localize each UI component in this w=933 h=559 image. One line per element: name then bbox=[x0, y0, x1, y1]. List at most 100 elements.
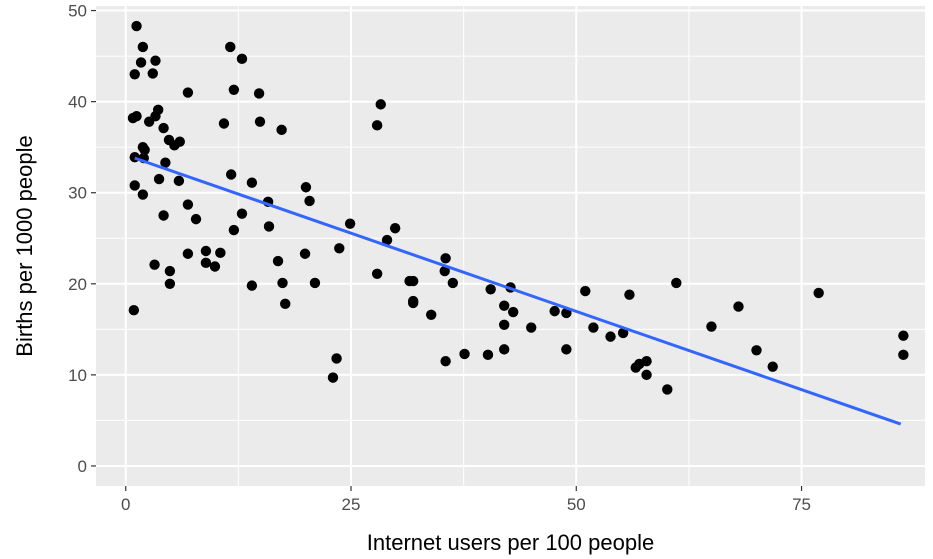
data-point bbox=[624, 289, 635, 300]
data-point bbox=[280, 298, 291, 310]
data-point bbox=[263, 221, 275, 232]
data-point bbox=[246, 177, 258, 188]
data-point bbox=[381, 234, 393, 246]
data-point bbox=[209, 261, 221, 272]
data-point bbox=[128, 305, 140, 316]
data-point bbox=[272, 255, 284, 267]
data-point bbox=[139, 144, 150, 156]
y-tick-label: 10 bbox=[68, 366, 87, 385]
data-point bbox=[327, 372, 339, 383]
data-point bbox=[439, 265, 450, 277]
data-point bbox=[164, 265, 176, 277]
data-point bbox=[137, 41, 149, 53]
data-point bbox=[407, 297, 419, 309]
data-point bbox=[813, 287, 824, 299]
data-point bbox=[236, 208, 248, 219]
data-point bbox=[334, 243, 345, 254]
data-point bbox=[561, 344, 572, 355]
data-point bbox=[276, 124, 287, 136]
y-axis-title: Births per 1000 people bbox=[12, 135, 37, 356]
data-point bbox=[300, 182, 312, 193]
data-point bbox=[254, 116, 266, 127]
data-point bbox=[228, 224, 240, 236]
data-point bbox=[733, 301, 744, 312]
data-point bbox=[751, 345, 762, 356]
data-point bbox=[641, 369, 652, 381]
data-point bbox=[375, 99, 386, 110]
data-point bbox=[152, 104, 164, 116]
y-tick-label: 20 bbox=[68, 275, 87, 294]
data-point bbox=[215, 247, 226, 259]
y-tick-label: 0 bbox=[78, 457, 87, 476]
data-point bbox=[671, 277, 682, 289]
data-point bbox=[129, 69, 140, 80]
data-point bbox=[160, 157, 171, 168]
data-points bbox=[127, 20, 909, 395]
data-point bbox=[588, 322, 599, 333]
data-point bbox=[304, 195, 315, 207]
data-point bbox=[344, 218, 356, 229]
data-point bbox=[182, 199, 194, 210]
data-point bbox=[706, 321, 717, 332]
data-point bbox=[200, 257, 212, 269]
data-point bbox=[147, 68, 158, 79]
data-point bbox=[630, 362, 641, 373]
data-point bbox=[218, 118, 230, 129]
data-point bbox=[309, 277, 321, 289]
data-point bbox=[498, 319, 510, 330]
y-tick-label: 30 bbox=[68, 184, 87, 203]
data-point bbox=[135, 57, 147, 68]
data-point bbox=[459, 348, 470, 360]
data-point bbox=[389, 223, 401, 234]
data-point bbox=[200, 245, 212, 257]
data-point bbox=[407, 275, 419, 287]
data-point bbox=[164, 278, 176, 289]
x-tick-label: 25 bbox=[342, 495, 361, 514]
data-point bbox=[182, 248, 194, 259]
data-point bbox=[331, 353, 342, 364]
data-point bbox=[767, 361, 778, 372]
data-point bbox=[225, 41, 236, 53]
y-tick-label: 50 bbox=[68, 2, 87, 21]
data-point bbox=[371, 268, 383, 279]
data-point bbox=[485, 284, 496, 295]
data-point bbox=[426, 309, 437, 320]
data-point bbox=[246, 280, 258, 291]
data-point bbox=[299, 248, 311, 259]
data-point bbox=[131, 20, 142, 32]
data-point bbox=[228, 84, 240, 95]
x-tick-label: 0 bbox=[121, 495, 130, 514]
x-axis-ticks: 0 25 50 75 bbox=[121, 486, 811, 514]
data-point bbox=[498, 344, 510, 355]
data-point bbox=[580, 285, 591, 297]
data-point bbox=[174, 136, 186, 147]
data-point bbox=[127, 112, 139, 124]
data-point bbox=[190, 213, 202, 225]
trend-line bbox=[134, 156, 902, 426]
data-point bbox=[641, 356, 652, 367]
data-point bbox=[447, 277, 459, 289]
x-tick-label: 50 bbox=[567, 495, 586, 514]
data-point bbox=[440, 356, 451, 367]
data-point bbox=[153, 173, 165, 185]
data-point bbox=[182, 87, 194, 98]
data-point bbox=[371, 120, 383, 131]
data-point bbox=[440, 253, 451, 264]
data-point bbox=[549, 305, 560, 317]
data-point bbox=[158, 122, 169, 134]
data-point bbox=[508, 306, 519, 318]
minor-gridlines bbox=[96, 6, 925, 486]
y-axis-ticks: 0 10 20 30 40 50 bbox=[68, 2, 96, 476]
data-point bbox=[137, 189, 149, 200]
data-point bbox=[236, 53, 248, 65]
data-point bbox=[149, 259, 160, 270]
data-point bbox=[605, 331, 616, 342]
x-tick-label: 75 bbox=[792, 495, 811, 514]
data-point bbox=[277, 277, 288, 289]
data-point bbox=[129, 180, 140, 191]
data-point bbox=[253, 88, 265, 99]
data-point bbox=[898, 330, 909, 341]
data-point bbox=[482, 349, 494, 361]
y-tick-label: 40 bbox=[68, 93, 87, 112]
